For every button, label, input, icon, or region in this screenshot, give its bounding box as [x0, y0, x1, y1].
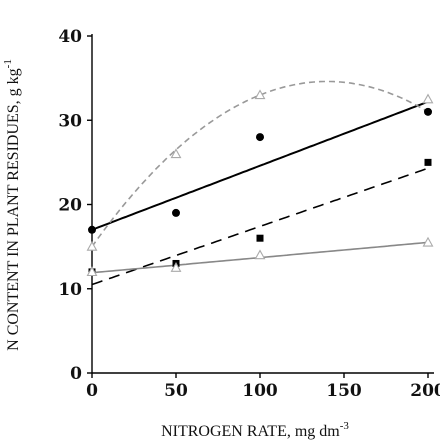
x-tick-label: 100: [242, 381, 278, 401]
data-point-triangle: [86, 240, 98, 251]
data-point-triangle: [170, 262, 182, 272]
x-tick-label: 0: [86, 381, 98, 401]
y-axis-label-superscript: -1: [2, 59, 14, 68]
y-tick-label: 40: [58, 27, 82, 47]
data-point-triangle: [254, 249, 266, 260]
x-axis-label: NITROGEN RATE, mg dm-3: [161, 420, 349, 440]
data-point-circle: [172, 208, 180, 217]
y-axis-label: N CONTENT IN PLANT RESIDUES, g kg-1: [2, 59, 22, 351]
data-point-circle: [88, 225, 96, 234]
x-tick-label: 150: [326, 381, 362, 401]
x-axis-label-superscript: -3: [340, 420, 350, 432]
data-point-circle: [256, 133, 264, 142]
y-tick-label: 20: [58, 196, 82, 216]
data-point-triangle: [254, 89, 266, 100]
data-point-square: [424, 158, 432, 166]
data-point-triangle: [422, 236, 434, 247]
axes: [91, 34, 434, 374]
x-ticks: 0 50 100 150 200: [86, 373, 440, 401]
fit-line: [91, 167, 429, 286]
data-point-triangle: [422, 93, 434, 104]
data-point-triangle: [170, 148, 182, 159]
data-point-triangle: [86, 266, 98, 277]
y-tick-label: 30: [58, 111, 82, 131]
fit-line: [91, 80, 429, 248]
y-tick-label: 0: [70, 364, 82, 384]
data-point-square: [256, 234, 264, 242]
y-ticks: 0 10 20 30 40: [58, 27, 92, 384]
x-tick-label: 200: [410, 381, 440, 401]
x-tick-label: 50: [164, 381, 188, 401]
y-tick-label: 10: [58, 280, 82, 300]
fit-line: [91, 100, 429, 231]
data-points: [86, 89, 434, 277]
data-point-circle: [424, 107, 432, 116]
